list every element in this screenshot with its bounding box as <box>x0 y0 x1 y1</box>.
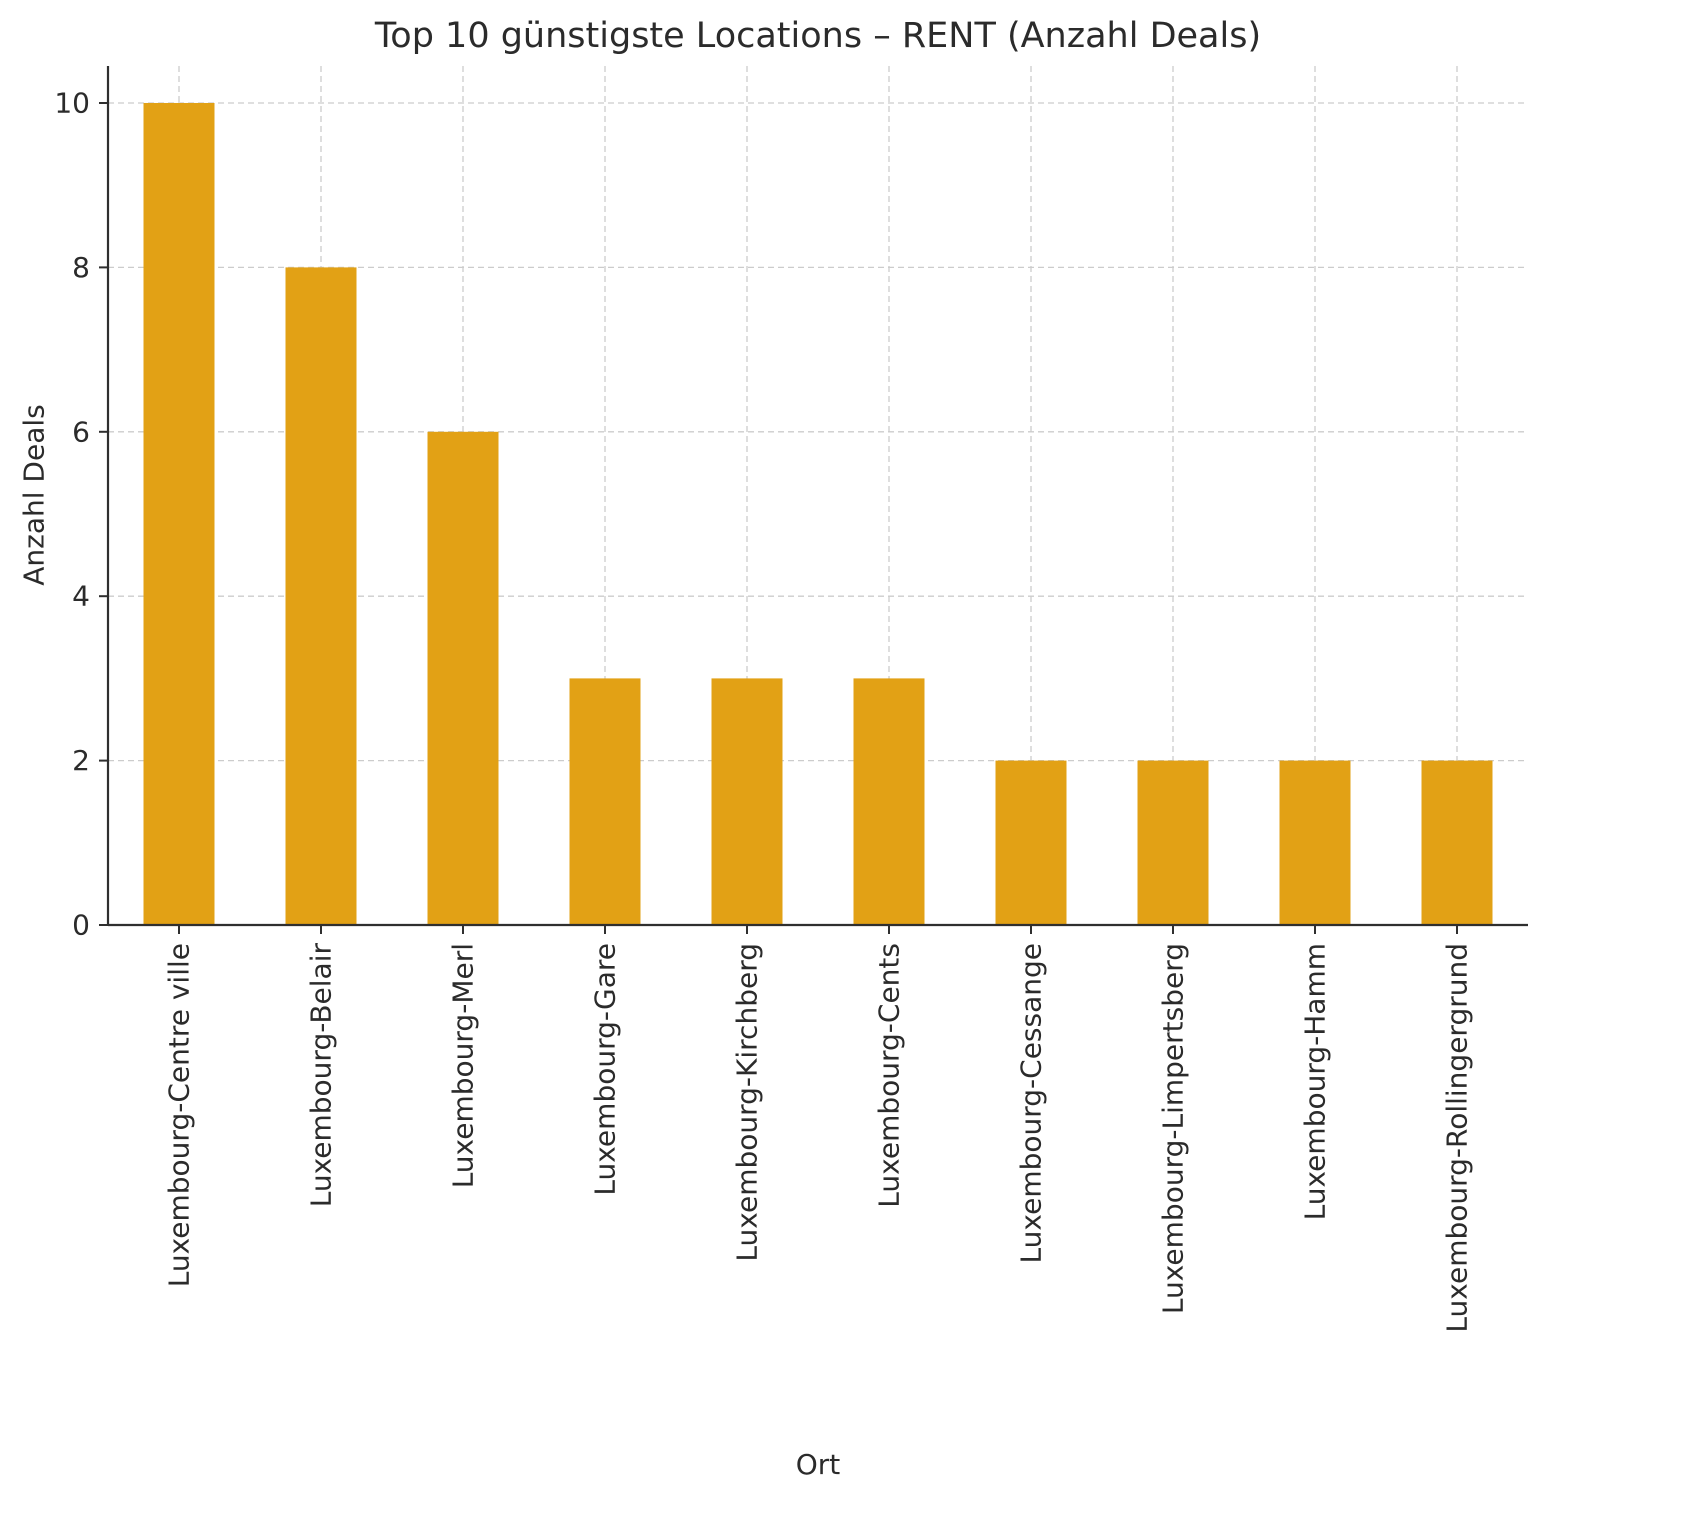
bar-0 <box>143 102 215 926</box>
y-tick-label: 0 <box>72 909 90 942</box>
bar-8 <box>1279 760 1351 925</box>
bar-1 <box>285 267 357 925</box>
x-tick-label: Luxembourg-Belair <box>305 943 338 1208</box>
x-tick-label: Luxembourg-Kirchberg <box>731 943 764 1262</box>
y-tick-label: 2 <box>72 744 90 777</box>
bar-6 <box>995 760 1067 925</box>
chart-title: Top 10 günstigste Locations – RENT (Anza… <box>374 16 1262 56</box>
y-tick-label: 8 <box>72 251 90 284</box>
y-tick-label: 4 <box>72 580 90 613</box>
x-tick-label: Luxembourg-Merl <box>447 943 480 1188</box>
y-tick-label: 10 <box>54 86 90 119</box>
bar-4 <box>711 678 783 925</box>
x-tick-label: Luxembourg-Limpertsberg <box>1157 943 1190 1314</box>
y-tick-label: 6 <box>72 415 90 448</box>
bar-5 <box>853 678 925 925</box>
x-tick-label: Luxembourg-Centre ville <box>163 943 196 1287</box>
x-tick-label: Luxembourg-Gare <box>589 943 622 1196</box>
x-tick-label: Luxembourg-Cessange <box>1015 943 1048 1263</box>
y-axis-label: Anzahl Deals <box>17 404 51 586</box>
x-axis-label: Ort <box>795 1448 841 1481</box>
x-tick-label: Luxembourg-Hamm <box>1299 943 1332 1220</box>
x-tick-label: Luxembourg-Rollingergrund <box>1441 943 1474 1333</box>
bar-9 <box>1421 760 1493 925</box>
bar-2 <box>427 431 499 925</box>
x-tick-label: Luxembourg-Cents <box>873 943 906 1208</box>
bar-7 <box>1137 760 1209 925</box>
bar-3 <box>569 678 641 925</box>
